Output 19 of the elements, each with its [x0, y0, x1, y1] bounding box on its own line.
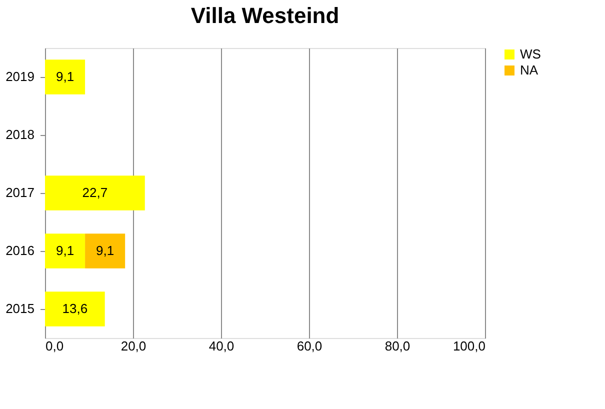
x-tick-label: 40,0 — [208, 338, 234, 354]
legend-label: NA — [520, 62, 538, 78]
data-label: 9,1 — [56, 243, 74, 258]
x-tick-label: 20,0 — [120, 338, 146, 354]
y-tick-label: 2015 — [6, 301, 34, 316]
y-tick-label: 2019 — [6, 69, 34, 84]
data-label: 22,7 — [82, 185, 108, 200]
data-label: 13,6 — [62, 301, 88, 316]
data-label: 9,1 — [56, 69, 74, 84]
legend-label: WS — [520, 46, 542, 62]
x-tick-label: 80,0 — [384, 338, 410, 354]
x-tick-label: 0,0 — [46, 338, 64, 354]
x-tick-label: 100,0 — [452, 338, 486, 354]
y-tick-label: 2016 — [6, 243, 34, 258]
chart-title: Villa Westeind — [190, 3, 340, 28]
x-tick-label: 60,0 — [296, 338, 322, 354]
data-label: 9,1 — [96, 243, 114, 258]
y-tick-label: 2018 — [6, 127, 34, 142]
y-tick-label: 2017 — [6, 185, 34, 200]
